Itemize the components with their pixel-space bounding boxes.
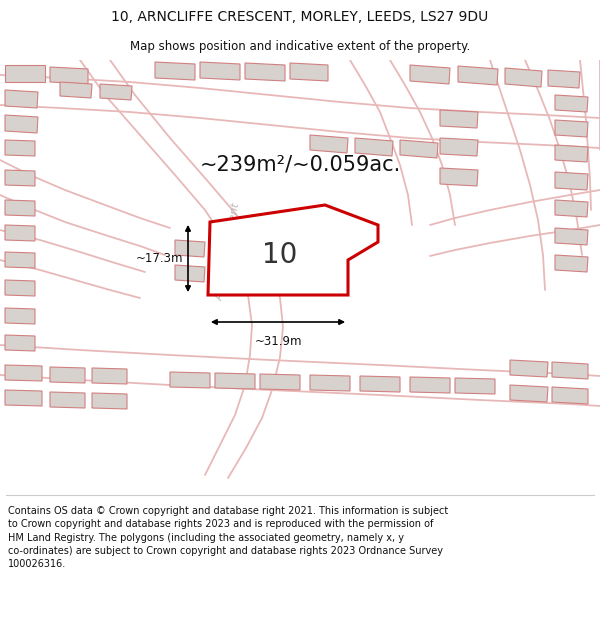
Polygon shape xyxy=(5,65,45,82)
Polygon shape xyxy=(410,65,450,84)
Polygon shape xyxy=(5,225,35,241)
Polygon shape xyxy=(555,95,588,112)
Polygon shape xyxy=(260,374,300,390)
Polygon shape xyxy=(245,63,285,81)
Polygon shape xyxy=(5,115,38,133)
Polygon shape xyxy=(510,385,548,402)
Polygon shape xyxy=(552,387,588,404)
Text: 10: 10 xyxy=(262,241,298,269)
Polygon shape xyxy=(548,70,580,88)
Polygon shape xyxy=(175,265,205,282)
Polygon shape xyxy=(440,138,478,156)
Polygon shape xyxy=(92,393,127,409)
Polygon shape xyxy=(555,200,588,217)
Polygon shape xyxy=(5,252,35,268)
Polygon shape xyxy=(5,90,38,108)
Polygon shape xyxy=(355,138,393,156)
Polygon shape xyxy=(360,376,400,392)
Polygon shape xyxy=(555,228,588,245)
Text: ~239m²/~0.059ac.: ~239m²/~0.059ac. xyxy=(199,155,401,175)
Polygon shape xyxy=(310,375,350,391)
Polygon shape xyxy=(215,373,255,389)
Text: ~17.3m: ~17.3m xyxy=(136,253,183,266)
Polygon shape xyxy=(175,240,205,257)
Polygon shape xyxy=(50,367,85,383)
Polygon shape xyxy=(5,365,42,381)
Polygon shape xyxy=(50,67,88,84)
Polygon shape xyxy=(5,170,35,186)
Polygon shape xyxy=(440,168,478,186)
Polygon shape xyxy=(60,82,92,98)
Polygon shape xyxy=(5,140,35,156)
Polygon shape xyxy=(310,135,348,153)
Text: Contains OS data © Crown copyright and database right 2021. This information is : Contains OS data © Crown copyright and d… xyxy=(8,506,448,569)
Polygon shape xyxy=(50,392,85,408)
Polygon shape xyxy=(290,63,328,81)
Polygon shape xyxy=(92,368,127,384)
Polygon shape xyxy=(555,120,588,137)
Text: Arncliffe Crescent: Arncliffe Crescent xyxy=(214,202,242,302)
Polygon shape xyxy=(155,62,195,80)
Polygon shape xyxy=(170,372,210,388)
Polygon shape xyxy=(200,62,240,80)
Text: 10, ARNCLIFFE CRESCENT, MORLEY, LEEDS, LS27 9DU: 10, ARNCLIFFE CRESCENT, MORLEY, LEEDS, L… xyxy=(112,10,488,24)
Polygon shape xyxy=(555,172,588,190)
Polygon shape xyxy=(458,66,498,85)
Polygon shape xyxy=(5,390,42,406)
Polygon shape xyxy=(100,84,132,100)
Polygon shape xyxy=(5,280,35,296)
Polygon shape xyxy=(400,140,438,158)
Polygon shape xyxy=(410,377,450,393)
Polygon shape xyxy=(5,308,35,324)
Text: Map shows position and indicative extent of the property.: Map shows position and indicative extent… xyxy=(130,40,470,53)
Polygon shape xyxy=(552,362,588,379)
Polygon shape xyxy=(5,200,35,216)
Polygon shape xyxy=(510,360,548,377)
Polygon shape xyxy=(440,110,478,128)
Text: ~31.9m: ~31.9m xyxy=(254,335,302,348)
Polygon shape xyxy=(5,335,35,351)
Polygon shape xyxy=(555,255,588,272)
Polygon shape xyxy=(505,68,542,87)
Polygon shape xyxy=(555,145,588,162)
Polygon shape xyxy=(455,378,495,394)
Polygon shape xyxy=(208,205,378,295)
